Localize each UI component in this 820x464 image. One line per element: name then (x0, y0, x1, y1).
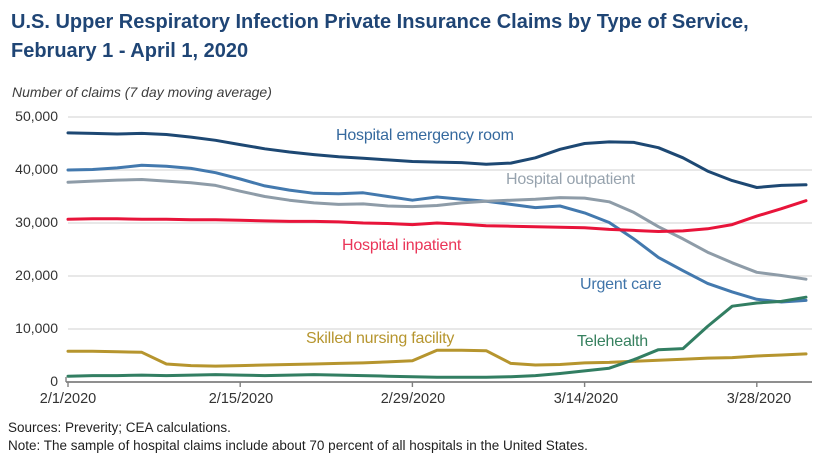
x-axis-tick-label: 2/29/2020 (380, 391, 446, 407)
series-label-hospital-outpatient: Hospital outpatient (506, 171, 635, 188)
x-axis-tick-label: 2/15/2020 (208, 391, 274, 407)
series-line-hospital-outpatient (66, 178, 808, 281)
series-line-hospital-emergency-room (66, 131, 808, 189)
y-axis-tick-label: 20,000 (15, 267, 58, 283)
y-axis-tick-label: 50,000 (15, 108, 58, 124)
x-axis-tick-label: 3/28/2020 (726, 391, 792, 407)
y-axis-tick-label: 30,000 (15, 214, 58, 230)
chart-title: U.S. Upper Respiratory Infection Private… (11, 11, 749, 62)
y-axis-tick-label: 0 (50, 373, 58, 389)
series-label-telehealth: Telehealth (577, 333, 648, 350)
x-axis-tick-label: 3/14/2020 (553, 391, 619, 407)
series-line-telehealth (66, 295, 808, 379)
series-line-skilled-nursing-facility (66, 348, 808, 368)
series-line-hospital-inpatient (66, 199, 808, 233)
x-axis-tick-label: 2/1/2020 (39, 391, 97, 407)
chart-subtitle: Number of claims (7 day moving average) (12, 84, 272, 100)
series-label-skilled-nursing-facility: Skilled nursing facility (306, 330, 455, 347)
sources-note: Sources: Preverity; CEA calculations. (8, 420, 231, 435)
series-line-urgent-care (66, 163, 808, 304)
sample-note: Note: The sample of hospital claims incl… (8, 438, 588, 453)
series-label-hospital-inpatient: Hospital inpatient (342, 237, 462, 254)
series-label-hospital-emergency-room: Hospital emergency room (336, 127, 514, 144)
series-label-urgent-care: Urgent care (580, 276, 662, 293)
y-axis-tick-label: 10,000 (15, 320, 58, 336)
y-axis-tick-label: 40,000 (15, 161, 58, 177)
